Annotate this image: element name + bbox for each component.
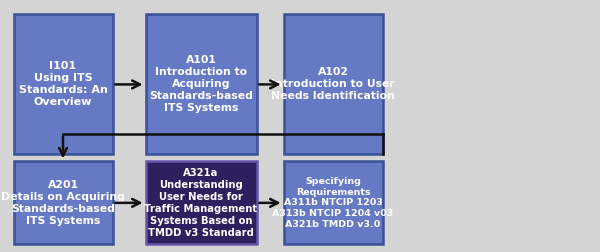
FancyBboxPatch shape — [14, 161, 113, 244]
Text: A321a
Understanding
User Needs for
Traffic Management
Systems Based on
TMDD v3 S: A321a Understanding User Needs for Traff… — [145, 168, 257, 238]
Text: A201
Details on Acquiring
Standards-based
ITS Systems: A201 Details on Acquiring Standards-base… — [1, 180, 125, 226]
FancyBboxPatch shape — [284, 161, 383, 244]
FancyBboxPatch shape — [284, 14, 383, 154]
FancyBboxPatch shape — [146, 14, 257, 154]
Text: A102
Introduction to User
Needs Identification: A102 Introduction to User Needs Identifi… — [271, 68, 395, 101]
Text: Specifying
Requirements
A311b NTCIP 1203
A313b NTCIP 1204 v03
A321b TMDD v3.0: Specifying Requirements A311b NTCIP 1203… — [272, 177, 394, 229]
Text: A101
Introduction to
Acquiring
Standards-based
ITS Systems: A101 Introduction to Acquiring Standards… — [149, 55, 253, 113]
FancyBboxPatch shape — [14, 14, 113, 154]
Text: I101
Using ITS
Standards: An
Overview: I101 Using ITS Standards: An Overview — [19, 61, 107, 107]
FancyBboxPatch shape — [146, 161, 257, 244]
